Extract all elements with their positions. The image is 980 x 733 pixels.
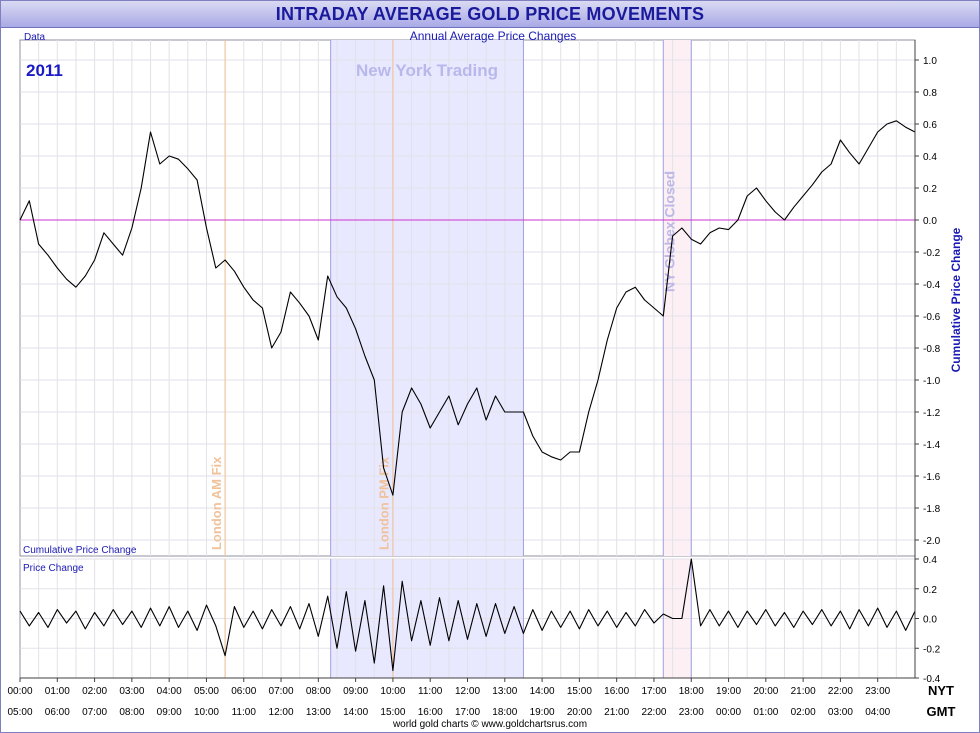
x-tick-label-nyt: 21:00	[791, 686, 816, 697]
cumulative-price-line	[19, 120, 916, 496]
y-tick-label: 0.8	[923, 88, 937, 99]
y-tick-label: -1.0	[923, 376, 941, 387]
chart-title: INTRADAY AVERAGE GOLD PRICE MOVEMENTS	[275, 4, 705, 24]
x-tick-label-gmt: 19:00	[530, 707, 555, 718]
x-tick-label-gmt: 10:00	[194, 707, 219, 718]
x-tick-label-gmt: 23:00	[679, 707, 704, 718]
x-tick-label-nyt: 07:00	[269, 686, 294, 697]
london-am-fix-label: London AM Fix	[209, 456, 224, 550]
footer-credit: world gold charts © www.goldchartsrus.co…	[392, 719, 587, 730]
x-tick-label-gmt: 14:00	[343, 707, 368, 718]
globex-closed-band	[663, 40, 692, 556]
x-tick-label-nyt: 11:00	[418, 686, 443, 697]
x-tick-label-gmt: 17:00	[455, 707, 480, 718]
title-bar: INTRADAY AVERAGE GOLD PRICE MOVEMENTS	[0, 0, 980, 28]
y-tick-label: -1.8	[923, 504, 941, 515]
y-tick-label: -1.2	[923, 408, 941, 419]
year-label: 2011	[26, 61, 63, 80]
price-change-panel-label: Price Change	[23, 563, 84, 574]
y-tick-label: -0.6	[923, 312, 941, 323]
x-tick-label-nyt: 20:00	[753, 686, 778, 697]
x-tick-label-nyt: 12:00	[455, 686, 480, 697]
x-tick-label-nyt: 06:00	[231, 686, 256, 697]
y-tick-label: 0.2	[923, 184, 937, 195]
y-tick-label: -0.4	[923, 280, 941, 291]
x-tick-label-nyt: 23:00	[865, 686, 890, 697]
ny-trading-label: New York Trading	[356, 61, 498, 80]
x-tick-label-nyt: 05:00	[194, 686, 219, 697]
price-change-line	[19, 558, 916, 672]
x-tick-label-nyt: 13:00	[492, 686, 517, 697]
chart-subtitle: Annual Average Price Changes	[410, 29, 577, 43]
x-tick-label-gmt: 05:00	[7, 707, 32, 718]
x-tick-label-gmt: 11:00	[232, 707, 257, 718]
y-tick-label: 0.0	[923, 615, 937, 626]
y-tick-label: 0.0	[923, 216, 937, 227]
x-tick-label-gmt: 16:00	[418, 707, 443, 718]
x-tick-label-gmt: 15:00	[380, 707, 405, 718]
x-tick-label-nyt: 15:00	[567, 686, 592, 697]
y-tick-label: 0.4	[923, 152, 937, 163]
x-tick-label-gmt: 08:00	[119, 707, 144, 718]
y-tick-label: -2.0	[923, 536, 941, 547]
x-tick-label-nyt: 01:00	[45, 686, 70, 697]
x-tick-label-gmt: 00:00	[716, 707, 741, 718]
x-tick-label-nyt: 16:00	[604, 686, 629, 697]
y-tick-label: 0.6	[923, 120, 937, 131]
x-tick-label-gmt: 18:00	[492, 707, 517, 718]
nyt-axis-label: NYT	[928, 683, 954, 698]
x-tick-label-gmt: 09:00	[157, 707, 182, 718]
x-tick-label-nyt: 10:00	[380, 686, 405, 697]
y-tick-label: 1.0	[923, 56, 937, 67]
x-tick-label-nyt: 00:00	[7, 686, 32, 697]
cumulative-panel-label: Cumulative Price Change	[23, 545, 137, 556]
ny-trading-band	[330, 40, 524, 556]
globex-closed-label: NY Globex Closed	[662, 171, 678, 292]
y-tick-label: 0.4	[923, 555, 937, 566]
x-tick-label-nyt: 08:00	[306, 686, 331, 697]
x-tick-label-nyt: 04:00	[157, 686, 182, 697]
y-tick-label: -0.4	[923, 674, 941, 685]
x-tick-label-gmt: 04:00	[865, 707, 890, 718]
x-tick-label-gmt: 20:00	[567, 707, 592, 718]
x-tick-label-gmt: 12:00	[269, 707, 294, 718]
x-tick-label-gmt: 06:00	[45, 707, 70, 718]
x-tick-label-gmt: 02:00	[791, 707, 816, 718]
x-tick-label-gmt: 03:00	[828, 707, 853, 718]
y-tick-label: -1.6	[923, 472, 941, 483]
x-tick-label-nyt: 17:00	[641, 686, 666, 697]
y-tick-label: -0.8	[923, 344, 941, 355]
x-tick-label-nyt: 09:00	[343, 686, 368, 697]
x-tick-label-nyt: 19:00	[716, 686, 741, 697]
y-tick-label: 0.2	[923, 585, 937, 596]
x-tick-label-nyt: 14:00	[530, 686, 555, 697]
x-tick-label-gmt: 22:00	[641, 707, 666, 718]
y-tick-label: -1.4	[923, 440, 941, 451]
y-tick-label: -0.2	[923, 248, 941, 259]
x-tick-label-gmt: 01:00	[753, 707, 778, 718]
x-tick-label-nyt: 02:00	[82, 686, 107, 697]
y-tick-label: -0.2	[923, 644, 941, 655]
x-tick-label-gmt: 13:00	[306, 707, 331, 718]
gmt-axis-label: GMT	[927, 704, 956, 719]
x-tick-label-nyt: 03:00	[119, 686, 144, 697]
x-tick-label-gmt: 21:00	[604, 707, 629, 718]
x-tick-label-nyt: 18:00	[679, 686, 704, 697]
y-axis-title: Cumulative Price Change	[949, 227, 963, 372]
x-tick-label-gmt: 07:00	[82, 707, 107, 718]
data-label: Data	[24, 32, 46, 43]
x-tick-label-nyt: 22:00	[828, 686, 853, 697]
